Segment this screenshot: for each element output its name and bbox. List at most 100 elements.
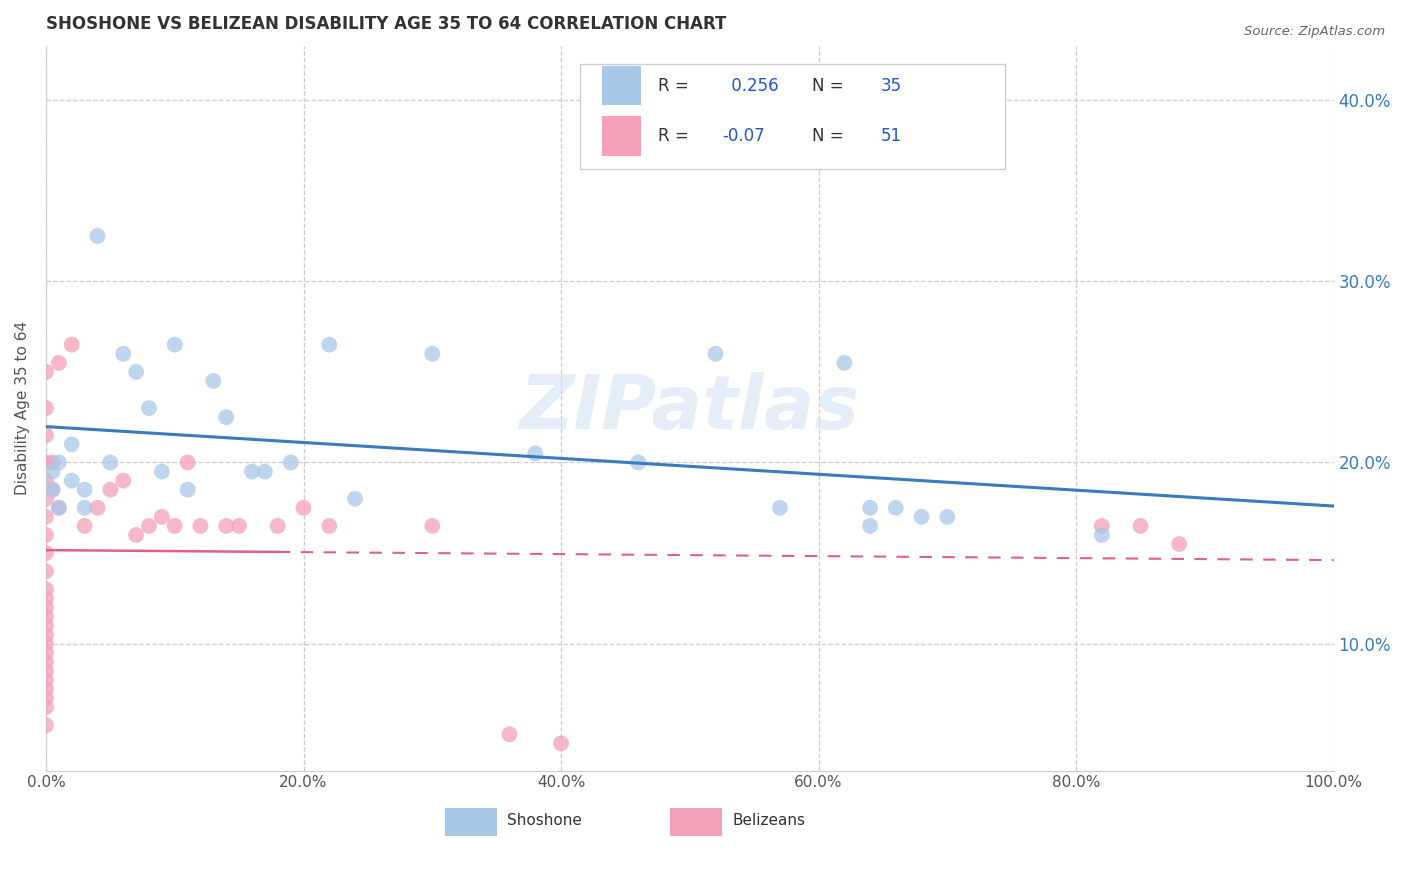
Point xyxy=(1129,519,1152,533)
Point xyxy=(41,465,63,479)
Point xyxy=(98,455,121,469)
Point xyxy=(910,509,932,524)
Point xyxy=(86,500,108,515)
Point xyxy=(35,691,58,706)
Point xyxy=(35,637,58,651)
Point xyxy=(35,700,58,714)
Point xyxy=(150,509,173,524)
Point xyxy=(48,455,70,469)
Point xyxy=(240,465,263,479)
FancyBboxPatch shape xyxy=(602,116,641,156)
Point xyxy=(35,718,58,732)
FancyBboxPatch shape xyxy=(581,64,1005,169)
Point xyxy=(1168,537,1191,551)
Point xyxy=(112,347,135,361)
Point xyxy=(48,356,70,370)
Text: -0.07: -0.07 xyxy=(723,128,765,145)
FancyBboxPatch shape xyxy=(671,808,723,836)
Point xyxy=(112,474,135,488)
Point xyxy=(125,528,148,542)
Point xyxy=(215,410,238,425)
Point xyxy=(35,564,58,578)
Point xyxy=(60,437,83,451)
Point xyxy=(280,455,302,469)
Point xyxy=(35,509,58,524)
Text: 35: 35 xyxy=(880,77,901,95)
Point xyxy=(318,337,340,351)
Text: Source: ZipAtlas.com: Source: ZipAtlas.com xyxy=(1244,25,1385,38)
Point xyxy=(60,474,83,488)
Point xyxy=(627,455,650,469)
Point xyxy=(176,455,198,469)
Point xyxy=(35,618,58,632)
Point xyxy=(35,401,58,416)
Point xyxy=(60,337,83,351)
Text: SHOSHONE VS BELIZEAN DISABILITY AGE 35 TO 64 CORRELATION CHART: SHOSHONE VS BELIZEAN DISABILITY AGE 35 T… xyxy=(46,15,727,33)
Point xyxy=(253,465,276,479)
Point xyxy=(48,500,70,515)
Point xyxy=(138,401,160,416)
Point xyxy=(35,664,58,678)
Point xyxy=(292,500,315,515)
Point xyxy=(35,591,58,606)
Point xyxy=(35,474,58,488)
FancyBboxPatch shape xyxy=(602,66,641,105)
FancyBboxPatch shape xyxy=(446,808,496,836)
Point xyxy=(228,519,250,533)
Point xyxy=(163,519,186,533)
Point xyxy=(884,500,907,515)
Text: N =: N = xyxy=(813,128,849,145)
Point xyxy=(35,528,58,542)
Point xyxy=(215,519,238,533)
Point xyxy=(202,374,225,388)
Point xyxy=(35,428,58,442)
Point xyxy=(834,356,856,370)
Text: Belizeans: Belizeans xyxy=(733,814,806,828)
Point xyxy=(550,736,572,750)
Point xyxy=(41,455,63,469)
Point xyxy=(86,229,108,244)
Point xyxy=(176,483,198,497)
Point xyxy=(73,483,96,497)
Text: 51: 51 xyxy=(880,128,901,145)
Point xyxy=(936,509,959,524)
Point xyxy=(190,519,212,533)
Point xyxy=(859,519,882,533)
Text: N =: N = xyxy=(813,77,849,95)
Point xyxy=(125,365,148,379)
Point xyxy=(35,491,58,506)
Point xyxy=(420,347,443,361)
Point xyxy=(163,337,186,351)
Text: Shoshone: Shoshone xyxy=(508,814,582,828)
Point xyxy=(35,365,58,379)
Point xyxy=(35,609,58,624)
Point xyxy=(524,446,547,460)
Point xyxy=(35,673,58,687)
Point xyxy=(769,500,792,515)
Point xyxy=(704,347,727,361)
Point xyxy=(73,519,96,533)
Point xyxy=(48,500,70,515)
Point xyxy=(267,519,290,533)
Point xyxy=(150,465,173,479)
Point xyxy=(343,491,366,506)
Point xyxy=(41,483,63,497)
Point xyxy=(35,546,58,560)
Point xyxy=(1091,519,1114,533)
Point xyxy=(98,483,121,497)
Point xyxy=(420,519,443,533)
Text: R =: R = xyxy=(658,128,693,145)
Point xyxy=(35,600,58,615)
Text: 0.256: 0.256 xyxy=(725,77,779,95)
Point xyxy=(41,483,63,497)
Point xyxy=(35,646,58,660)
Point xyxy=(35,628,58,642)
Text: ZIPatlas: ZIPatlas xyxy=(520,372,860,444)
Y-axis label: Disability Age 35 to 64: Disability Age 35 to 64 xyxy=(15,321,30,495)
Point xyxy=(35,582,58,597)
Point xyxy=(318,519,340,533)
Text: R =: R = xyxy=(658,77,693,95)
Point xyxy=(498,727,520,741)
Point xyxy=(859,500,882,515)
Point xyxy=(73,500,96,515)
